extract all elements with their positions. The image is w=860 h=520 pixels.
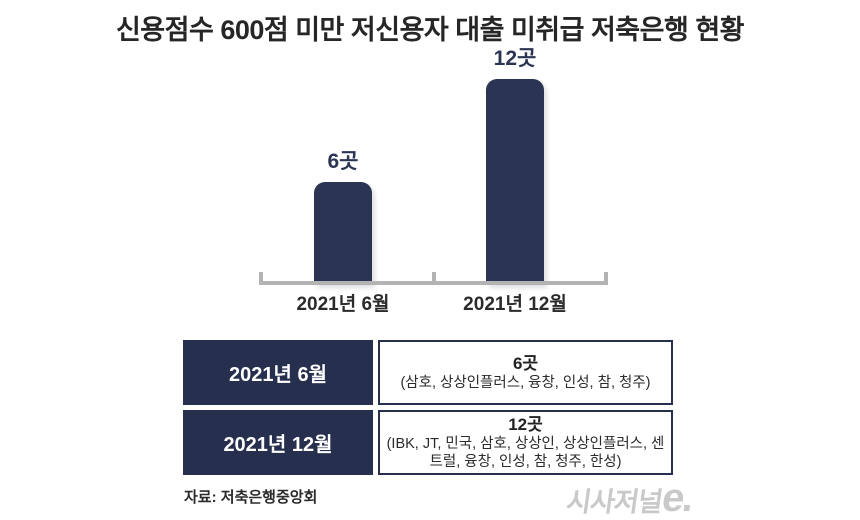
source-note: 자료: 저축은행중앙회 [184, 489, 318, 506]
bank-count: 12곳 [508, 414, 543, 434]
bar [486, 79, 544, 285]
table-period-cell: 2021년 6월 [183, 340, 373, 405]
x-axis-label-december: 2021년 12월 [463, 294, 567, 315]
x-axis-tick [431, 272, 436, 285]
bar-value-label: 6곳 [327, 150, 359, 173]
x-axis-tick [259, 272, 263, 285]
bar-chart: 6곳 12곳 [259, 0, 608, 285]
table-row: 2021년 6월 6곳 (삼호, 상상인플러스, 융창, 인성, 참, 청주) [183, 340, 673, 405]
bank-list: (삼호, 상상인플러스, 융창, 인성, 참, 청주) [400, 375, 651, 392]
table-detail-cell: 6곳 (삼호, 상상인플러스, 융창, 인성, 참, 청주) [378, 340, 673, 405]
bank-count: 6곳 [512, 353, 539, 373]
bar-value-label: 12곳 [493, 47, 537, 70]
publisher-logo: 시사저널e. [564, 476, 695, 520]
x-axis-tick [604, 272, 608, 285]
table-period-cell: 2021년 12월 [183, 410, 373, 475]
publisher-logo-text: 시사저널 [564, 487, 665, 517]
bar [314, 182, 372, 285]
x-axis-label-june: 2021년 6월 [296, 294, 390, 315]
publisher-logo-suffix: e. [659, 476, 696, 520]
table-detail-cell: 12곳 (IBK, JT, 민국, 삼호, 상상인, 상상인플러스, 센트럴, … [378, 410, 673, 475]
table-row: 2021년 12월 12곳 (IBK, JT, 민국, 삼호, 상상인, 상상인… [183, 410, 673, 475]
summary-table: 2021년 6월 6곳 (삼호, 상상인플러스, 융창, 인성, 참, 청주) … [183, 340, 673, 480]
bank-list: (IBK, JT, 민국, 삼호, 상상인, 상상인플러스, 센트럴, 융창, … [386, 436, 665, 471]
page-title: 신용점수 600점 미만 저신용자 대출 미취급 저축은행 현황 [115, 15, 745, 45]
bar-group-december: 12곳 [486, 0, 544, 285]
bar-group-june: 6곳 [314, 0, 372, 285]
